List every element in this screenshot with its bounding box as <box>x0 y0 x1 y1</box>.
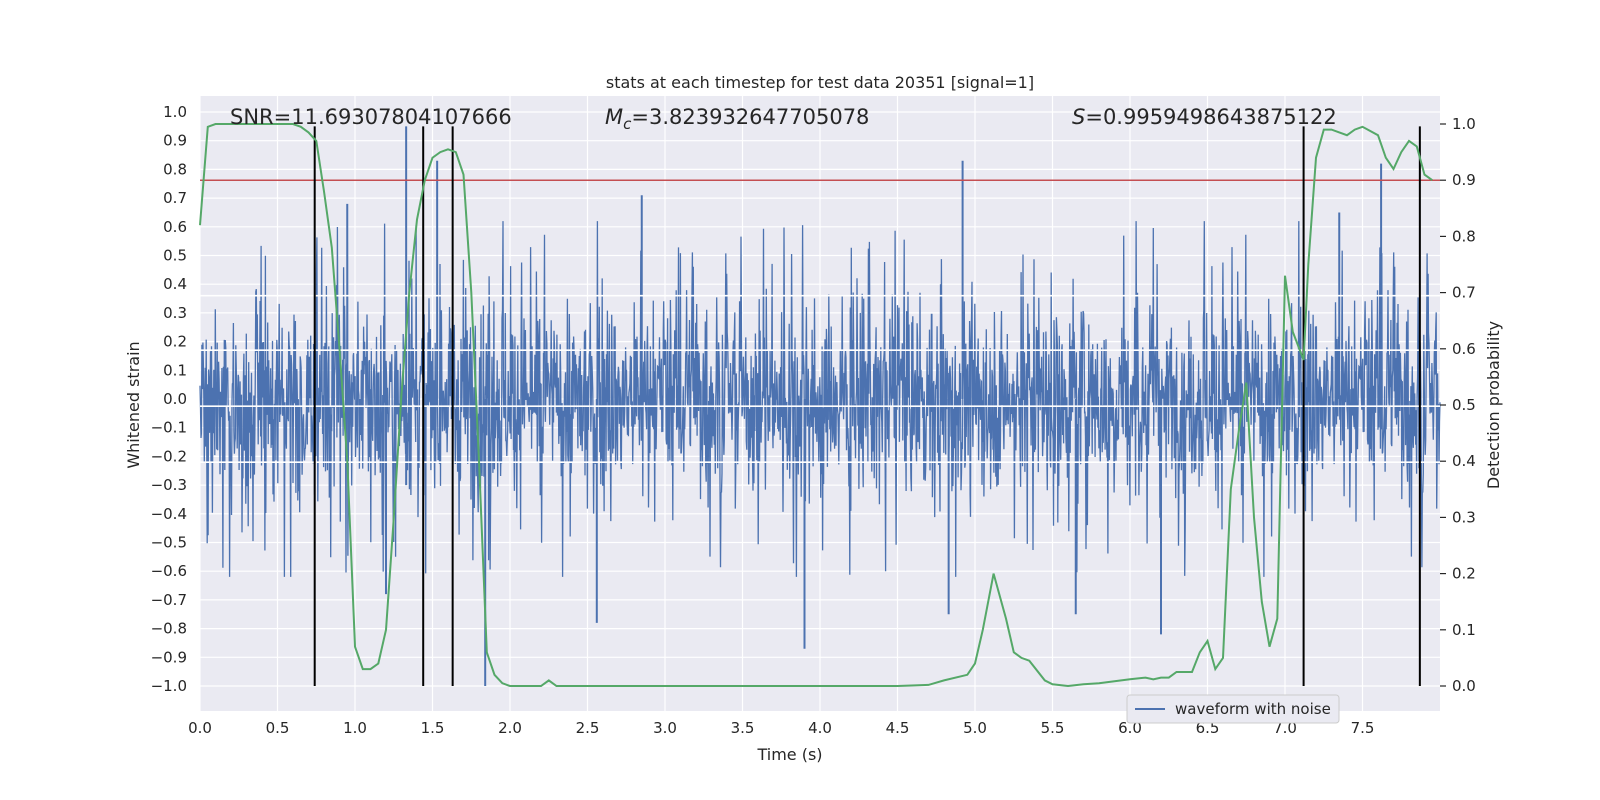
s-symbol: S <box>1072 105 1085 129</box>
y-right-tick-label: 0.4 <box>1452 452 1476 470</box>
vertical-marker-lines <box>313 126 1421 686</box>
y-left-tick-label: 0.8 <box>163 160 187 178</box>
y-left-tick-label: −0.5 <box>151 534 187 552</box>
chart-title: stats at each timestep for test data 203… <box>606 73 1034 92</box>
y-right-tick-label: 0.0 <box>1452 677 1476 695</box>
y-left-tick-label: 0.1 <box>163 361 187 379</box>
detection-probability-line <box>199 123 1433 688</box>
x-tick-label: 0.5 <box>266 719 290 737</box>
y-right-tick-label: 0.9 <box>1452 171 1476 189</box>
y-left-tick-label: −0.2 <box>151 447 187 465</box>
x-tick-label: 7.5 <box>1351 719 1375 737</box>
y-right-tick-label: 0.6 <box>1452 340 1476 358</box>
x-tick-labels: 0.0 0.5 1.0 1.5 2.0 2.5 3.0 3.5 4.0 4.5 5.0 5.5 6.0 6… <box>188 719 1374 737</box>
x-tick-label: 3.0 <box>653 719 677 737</box>
x-tick-label: 1.0 <box>343 719 367 737</box>
s-value: =0.9959498643875122 <box>1085 105 1336 129</box>
legend-box <box>1126 694 1340 724</box>
legend: waveform with noise <box>1126 694 1340 724</box>
s-annotation: S=0.9959498643875122 <box>1072 105 1337 129</box>
x-axis-label: Time (s) <box>756 745 822 764</box>
y-left-tick-label: 0.4 <box>163 275 187 293</box>
y-left-tick-label: 0.0 <box>163 390 187 408</box>
waveform-series <box>199 126 1441 686</box>
mc-symbol: M <box>605 105 623 129</box>
y-left-tick-label: 0.3 <box>163 304 187 322</box>
y-left-tick-labels: 1.0 0.9 0.8 0.7 0.6 0.5 0.4 0.3 0.2 0.1 0.0 −0.1 −0.… <box>151 103 187 695</box>
y-right-tick-label: 0.1 <box>1452 621 1476 639</box>
y-right-tick-label: 0.7 <box>1452 284 1476 302</box>
y-left-tick-label: −0.7 <box>151 591 187 609</box>
x-tick-label: 1.5 <box>421 719 445 737</box>
y-right-tick-label: 0.2 <box>1452 565 1476 583</box>
y-right-tick-label: 0.3 <box>1452 508 1476 526</box>
y-left-tick-label: −0.3 <box>151 476 187 494</box>
y-left-tick-label: −0.1 <box>151 419 187 437</box>
mc-subscript: c <box>623 115 632 133</box>
y-right-tick-label: 0.5 <box>1452 396 1476 414</box>
legend-label: waveform with noise <box>1175 700 1331 718</box>
y-left-tick-label: −0.9 <box>151 648 187 666</box>
white-horizontal-lines <box>200 294 1440 463</box>
y-left-axis-label: Whitened strain <box>124 341 143 468</box>
x-tick-label: 2.0 <box>498 719 522 737</box>
y-right-tick-label: 0.8 <box>1452 227 1476 245</box>
x-tick-label: 3.5 <box>731 719 755 737</box>
mc-value: =3.823932647705078 <box>631 105 869 129</box>
y-left-tick-label: −1.0 <box>151 677 187 695</box>
y-left-tick-label: −0.8 <box>151 620 187 638</box>
y-left-tick-label: 1.0 <box>163 103 187 121</box>
y-left-tick-label: 0.5 <box>163 247 187 265</box>
y-right-tick-labels: 1.0 0.9 0.8 0.7 0.6 0.5 0.4 0.3 0.2 0.1 0.0 <box>1452 115 1476 695</box>
y-left-tick-label: 0.2 <box>163 333 187 351</box>
y-left-tick-label: −0.6 <box>151 562 187 580</box>
x-tick-label: 0.0 <box>188 719 212 737</box>
y-left-tick-label: 0.6 <box>163 218 187 236</box>
x-tick-label: 2.5 <box>576 719 600 737</box>
y-left-tick-label: 0.9 <box>163 132 187 150</box>
x-tick-label: 4.0 <box>808 719 832 737</box>
y-right-tick-label: 1.0 <box>1452 115 1476 133</box>
x-tick-label: 5.0 <box>963 719 987 737</box>
mc-annotation: Mc=3.823932647705078 <box>605 105 869 133</box>
x-tick-label: 5.5 <box>1041 719 1065 737</box>
y-left-tick-label: 0.7 <box>163 189 187 207</box>
y-right-axis-label: Detection probability <box>1484 321 1503 489</box>
x-tick-label: 4.5 <box>886 719 910 737</box>
snr-annotation: SNR=11.69307804107666 <box>230 105 512 129</box>
y-right-tick-marks <box>1440 123 1446 687</box>
y-left-tick-label: −0.4 <box>151 505 187 523</box>
